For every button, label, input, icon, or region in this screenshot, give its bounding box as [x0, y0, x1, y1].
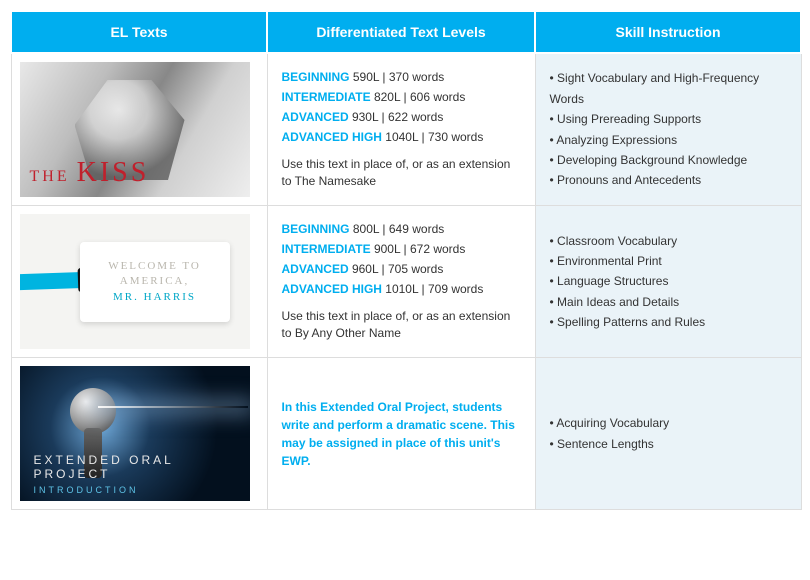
thumb-cell: WELCOME TOAMERICA,MR. HARRIS: [11, 206, 267, 358]
level-row: INTERMEDIATE 900L | 672 words: [282, 242, 521, 256]
skill-item: Environmental Print: [550, 251, 787, 271]
skill-item: Classroom Vocabulary: [550, 231, 787, 251]
level-value: 1040L | 730 words: [385, 130, 483, 144]
skill-item: Acquiring Vocabulary: [550, 413, 787, 433]
skill-item: Sight Vocabulary and High-Frequency Word…: [550, 68, 787, 109]
usage-note: Use this text in place of, or as an exte…: [282, 308, 521, 342]
thumb-welcome: WELCOME TOAMERICA,MR. HARRIS: [20, 214, 250, 349]
levels-cell: In this Extended Oral Project, students …: [267, 358, 535, 510]
level-row: ADVANCED HIGH 1040L | 730 words: [282, 130, 521, 144]
level-label: INTERMEDIATE: [282, 90, 374, 104]
level-row: BEGINNING 590L | 370 words: [282, 70, 521, 84]
level-value: 820L | 606 words: [374, 90, 465, 104]
thumb-oral-project: EXTENDED ORAL PROJECT INTRODUCTION: [20, 366, 250, 501]
level-value: 900L | 672 words: [374, 242, 465, 256]
table-body: THE KISS BEGINNING 590L | 370 words INTERM…: [11, 53, 801, 510]
thumb-title: EXTENDED ORAL PROJECT: [34, 453, 250, 481]
thumb-the-kiss: THE KISS: [20, 62, 250, 197]
header-el-texts: EL Texts: [11, 11, 267, 53]
level-value: 1010L | 709 words: [385, 282, 483, 296]
skills-list: Classroom VocabularyEnvironmental PrintL…: [550, 231, 787, 333]
skill-item: Sentence Lengths: [550, 434, 787, 454]
microphone-icon: [70, 388, 116, 434]
level-value: 930L | 622 words: [352, 110, 443, 124]
lens-flare-icon: [98, 406, 248, 408]
level-row: BEGINNING 800L | 649 words: [282, 222, 521, 236]
level-label: INTERMEDIATE: [282, 242, 374, 256]
thumb-cell: EXTENDED ORAL PROJECT INTRODUCTION: [11, 358, 267, 510]
luggage-tag-icon: WELCOME TOAMERICA,MR. HARRIS: [80, 242, 230, 322]
skill-item: Pronouns and Antecedents: [550, 170, 787, 190]
thumb-subtitle: INTRODUCTION: [34, 485, 139, 495]
level-row: ADVANCED 930L | 622 words: [282, 110, 521, 124]
skill-item: Using Prereading Supports: [550, 109, 787, 129]
project-description: In this Extended Oral Project, students …: [282, 398, 521, 470]
thumb-title: THE KISS: [30, 157, 150, 189]
skill-item: Developing Background Knowledge: [550, 150, 787, 170]
header-skills: Skill Instruction: [535, 11, 801, 53]
levels-cell: BEGINNING 590L | 370 words INTERMEDIATE 8…: [267, 53, 535, 206]
level-row: INTERMEDIATE 820L | 606 words: [282, 90, 521, 104]
skill-item: Language Structures: [550, 271, 787, 291]
level-label: BEGINNING: [282, 70, 353, 84]
usage-note: Use this text in place of, or as an exte…: [282, 156, 521, 190]
thumb-title: WELCOME TOAMERICA,MR. HARRIS: [108, 259, 201, 305]
level-label: ADVANCED HIGH: [282, 282, 386, 296]
skill-item: Analyzing Expressions: [550, 130, 787, 150]
level-label: ADVANCED HIGH: [282, 130, 386, 144]
level-label: BEGINNING: [282, 222, 353, 236]
level-row: ADVANCED 960L | 705 words: [282, 262, 521, 276]
thumb-cell: THE KISS: [11, 53, 267, 206]
skills-cell: Acquiring VocabularySentence Lengths: [535, 358, 801, 510]
skills-list: Sight Vocabulary and High-Frequency Word…: [550, 68, 787, 190]
level-label: ADVANCED: [282, 262, 352, 276]
header-levels: Differentiated Text Levels: [267, 11, 535, 53]
levels-cell: BEGINNING 800L | 649 words INTERMEDIATE 9…: [267, 206, 535, 358]
skill-item: Main Ideas and Details: [550, 292, 787, 312]
table-row: THE KISS BEGINNING 590L | 370 words INTERM…: [11, 53, 801, 206]
level-value: 800L | 649 words: [353, 222, 444, 236]
skill-item: Spelling Patterns and Rules: [550, 312, 787, 332]
skills-cell: Classroom VocabularyEnvironmental PrintL…: [535, 206, 801, 358]
level-label: ADVANCED: [282, 110, 352, 124]
level-row: ADVANCED HIGH 1010L | 709 words: [282, 282, 521, 296]
level-value: 590L | 370 words: [353, 70, 444, 84]
skills-cell: Sight Vocabulary and High-Frequency Word…: [535, 53, 801, 206]
level-value: 960L | 705 words: [352, 262, 443, 276]
el-texts-table: EL Texts Differentiated Text Levels Skil…: [10, 10, 802, 510]
table-row: EXTENDED ORAL PROJECT INTRODUCTION In this…: [11, 358, 801, 510]
skills-list: Acquiring VocabularySentence Lengths: [550, 413, 787, 454]
table-row: WELCOME TOAMERICA,MR. HARRIS BEGINNING 80…: [11, 206, 801, 358]
